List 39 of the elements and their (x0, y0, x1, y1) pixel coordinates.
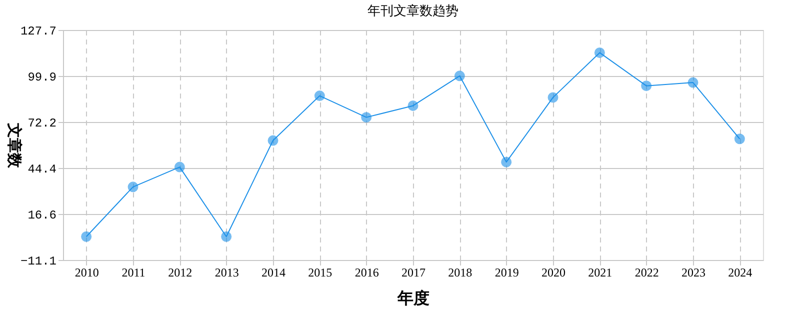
x-tick-label: 2016 (354, 266, 379, 280)
point (174, 162, 185, 172)
point (454, 70, 465, 82)
x-tick-label: 2018 (448, 266, 472, 280)
x-tick-label: 2012 (168, 266, 192, 280)
point (361, 112, 372, 123)
chart-title: 年刊文章数趋势 (368, 3, 458, 18)
point (594, 47, 605, 58)
point (688, 77, 698, 88)
point (128, 182, 138, 192)
x-tick-label: 2022 (634, 266, 659, 280)
point (641, 80, 652, 92)
y-tick-label: −11.1 (20, 254, 56, 268)
x-tick-label: 2021 (588, 266, 612, 280)
y-tick-label: 16.6 (28, 208, 56, 223)
x-tick-label: 2013 (214, 266, 239, 280)
y-tick-label: 127.7 (20, 24, 56, 38)
y-tick-label: 72.2 (28, 116, 56, 130)
point (548, 92, 558, 103)
x-tick-label: 2017 (402, 266, 426, 280)
x-tick-label: 2010 (74, 266, 99, 280)
x-tick-label: 2014 (262, 266, 286, 280)
point (408, 100, 418, 111)
point (314, 90, 325, 102)
y-tick-label: 99.9 (28, 70, 56, 85)
point (81, 231, 92, 242)
x-tick-label: 2020 (542, 266, 566, 280)
x-tick-label: 2011 (122, 266, 146, 280)
y-axis-title: 文章数 (5, 122, 24, 169)
x-tick-label: 2019 (494, 266, 519, 280)
point (268, 135, 278, 146)
point (734, 134, 745, 144)
x-tick-label: 2024 (728, 266, 752, 280)
point (501, 156, 512, 168)
y-tick-label: 44.4 (28, 162, 56, 177)
x-tick-label: 2023 (682, 266, 706, 280)
x-axis-title: 年度 (396, 288, 430, 308)
x-tick-label: 2015 (308, 266, 332, 280)
point (221, 231, 232, 242)
